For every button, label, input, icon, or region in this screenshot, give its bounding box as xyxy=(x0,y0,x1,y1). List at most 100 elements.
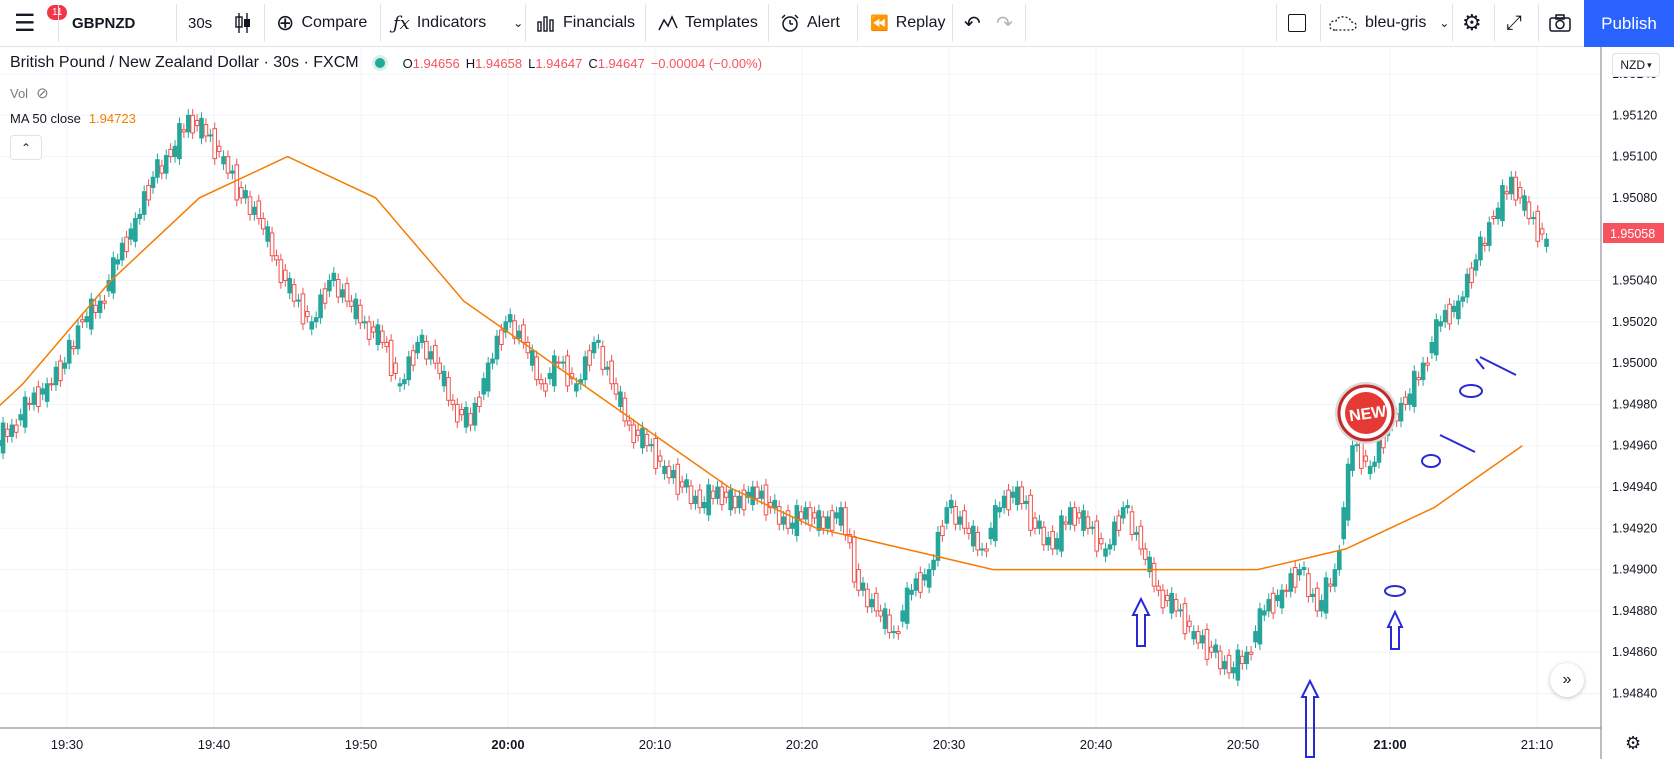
candle-body xyxy=(1200,635,1205,644)
snapshot-button[interactable] xyxy=(1549,0,1571,46)
price-tick-label: 1.95040 xyxy=(1612,274,1657,288)
candle-body xyxy=(737,495,742,509)
menu-button[interactable]: ☰ 11 xyxy=(14,0,68,46)
candle-body xyxy=(962,510,967,529)
candle-body xyxy=(1310,593,1316,597)
candle-body xyxy=(701,501,707,509)
currency-selector[interactable]: NZD ▾ xyxy=(1612,53,1660,77)
candle-body xyxy=(371,326,376,333)
chevron-down-icon: ▾ xyxy=(1647,59,1652,70)
candle-body xyxy=(84,316,90,323)
candle-body xyxy=(1037,520,1042,529)
candle-body xyxy=(675,463,681,495)
candle-body xyxy=(1270,592,1276,614)
layout-name: bleu-gris xyxy=(1365,14,1427,31)
alert-label: Alert xyxy=(807,14,840,31)
candle-body xyxy=(979,548,985,551)
time-tick-label: 19:30 xyxy=(51,737,84,752)
candle-body xyxy=(322,288,328,304)
symbol-search-button[interactable]: GBPNZD xyxy=(72,14,136,32)
camera-icon xyxy=(1549,14,1571,32)
replay-button[interactable]: ⏪ Replay xyxy=(870,0,946,46)
candle-body xyxy=(190,114,195,134)
candle-body xyxy=(238,187,244,199)
candle-body xyxy=(80,319,85,323)
undo-button[interactable]: ↶ xyxy=(964,0,981,46)
ma-legend[interactable]: MA 50 close 1.94723 xyxy=(10,111,136,126)
compare-button[interactable]: ⊕ Compare xyxy=(276,0,367,46)
candle-body xyxy=(666,465,672,479)
candle-body xyxy=(459,409,464,416)
candle-body xyxy=(397,383,403,387)
candle-body xyxy=(772,499,778,509)
price-tick-label: 1.94840 xyxy=(1612,687,1657,701)
gear-icon: ⚙ xyxy=(1462,10,1482,35)
candle-body xyxy=(357,304,363,324)
redo-button[interactable]: ↷ xyxy=(996,0,1013,46)
fullscreen-layout-button[interactable] xyxy=(1288,0,1306,46)
candle-body xyxy=(909,589,914,595)
hamburger-icon: ☰ xyxy=(14,9,36,37)
candle-body xyxy=(552,355,557,387)
alert-button[interactable]: Alert xyxy=(780,0,840,46)
function-icon: ƒx xyxy=(393,12,410,34)
candle-body xyxy=(560,361,566,364)
candle-body xyxy=(953,506,958,525)
axis-settings-button[interactable]: ⚙ xyxy=(1625,733,1641,754)
candle-body xyxy=(1539,228,1545,235)
eye-hidden-icon[interactable]: ⊘ xyxy=(36,85,49,102)
collapse-legend-button[interactable]: ⌃ xyxy=(10,135,42,160)
candle-body xyxy=(1495,207,1501,220)
candle-body xyxy=(256,200,262,220)
candle-body xyxy=(719,486,725,506)
time-tick-label: 21:00 xyxy=(1373,737,1406,752)
candle-body xyxy=(1266,599,1272,612)
cloud-icon xyxy=(1329,16,1357,31)
candle-body xyxy=(437,362,442,374)
candle-body xyxy=(1425,362,1430,366)
candle-body xyxy=(490,358,495,364)
scroll-to-realtime-button[interactable]: » xyxy=(1550,663,1584,697)
candle-body xyxy=(798,511,804,520)
gear-icon: ⚙ xyxy=(1625,733,1642,753)
candle-body xyxy=(803,507,808,520)
candle-body xyxy=(732,495,738,509)
candle-body xyxy=(1112,521,1117,546)
templates-button[interactable]: Templates xyxy=(658,0,758,46)
volume-legend[interactable]: Vol ⊘ xyxy=(10,84,49,102)
candle-body xyxy=(1398,402,1404,422)
settings-button[interactable]: ⚙ xyxy=(1462,0,1482,46)
candle-body xyxy=(472,402,478,426)
candle-body xyxy=(613,383,619,395)
new-sticker: NEW xyxy=(1335,382,1397,444)
candle-body xyxy=(1429,341,1435,354)
candle-body xyxy=(428,351,434,360)
symbol-title[interactable]: British Pound / New Zealand Dollar · 30s… xyxy=(10,54,359,71)
indicators-button[interactable]: ƒx Indicators ⌄ xyxy=(393,0,523,46)
candle-body xyxy=(644,433,650,447)
time-axis-labels: 19:30 19:40 19:50 20:00 20:10 20:20 20:30 20:40… xyxy=(51,737,1554,752)
price-chart[interactable]: 1.951401.951201.951001.950801.950601.950… xyxy=(0,47,1674,759)
candle-body xyxy=(230,170,235,174)
publish-button[interactable]: Publish xyxy=(1584,0,1674,47)
candle-body xyxy=(1059,515,1064,552)
rewind-icon: ⏪ xyxy=(870,15,889,32)
candle-body xyxy=(1231,667,1236,674)
ma-50-line xyxy=(0,155,1523,571)
candle-body xyxy=(380,330,385,343)
candle-body xyxy=(194,119,200,127)
candle-body xyxy=(410,350,416,366)
candle-body xyxy=(860,582,866,591)
price-tick-label: 1.94940 xyxy=(1612,480,1657,494)
candle-body xyxy=(1363,455,1369,462)
interval-button[interactable]: 30s xyxy=(188,14,213,32)
financials-button[interactable]: Financials xyxy=(536,0,635,46)
candle-body xyxy=(406,356,412,381)
candle-body xyxy=(635,429,641,436)
chart-style-button[interactable] xyxy=(234,0,252,46)
ma-value: 1.94723 xyxy=(88,111,136,126)
candle-body xyxy=(415,341,420,354)
candle-body xyxy=(274,255,279,261)
layout-selector[interactable]: bleu-gris ⌄ xyxy=(1328,0,1449,46)
fullscreen-button[interactable]: ⤢ xyxy=(1506,0,1522,46)
